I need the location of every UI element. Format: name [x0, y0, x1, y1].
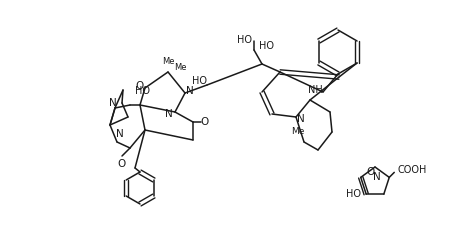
Text: O: O: [366, 167, 375, 177]
Text: COOH: COOH: [398, 165, 427, 175]
Text: HO: HO: [237, 35, 252, 45]
Text: HO: HO: [192, 76, 208, 86]
Text: O: O: [118, 159, 126, 169]
Text: O: O: [201, 117, 209, 127]
Text: N: N: [297, 114, 305, 124]
Text: N: N: [373, 172, 381, 182]
Text: Me: Me: [162, 58, 174, 67]
Text: O: O: [136, 81, 144, 91]
Text: HO: HO: [346, 189, 361, 199]
Text: HO: HO: [135, 86, 150, 96]
Text: N: N: [186, 86, 194, 96]
Text: NH: NH: [308, 85, 322, 95]
Text: N: N: [165, 109, 173, 119]
Text: Me: Me: [174, 62, 186, 72]
Text: Me: Me: [292, 127, 305, 135]
Text: N: N: [109, 98, 117, 108]
Text: HO: HO: [259, 41, 274, 51]
Text: N: N: [116, 129, 124, 139]
